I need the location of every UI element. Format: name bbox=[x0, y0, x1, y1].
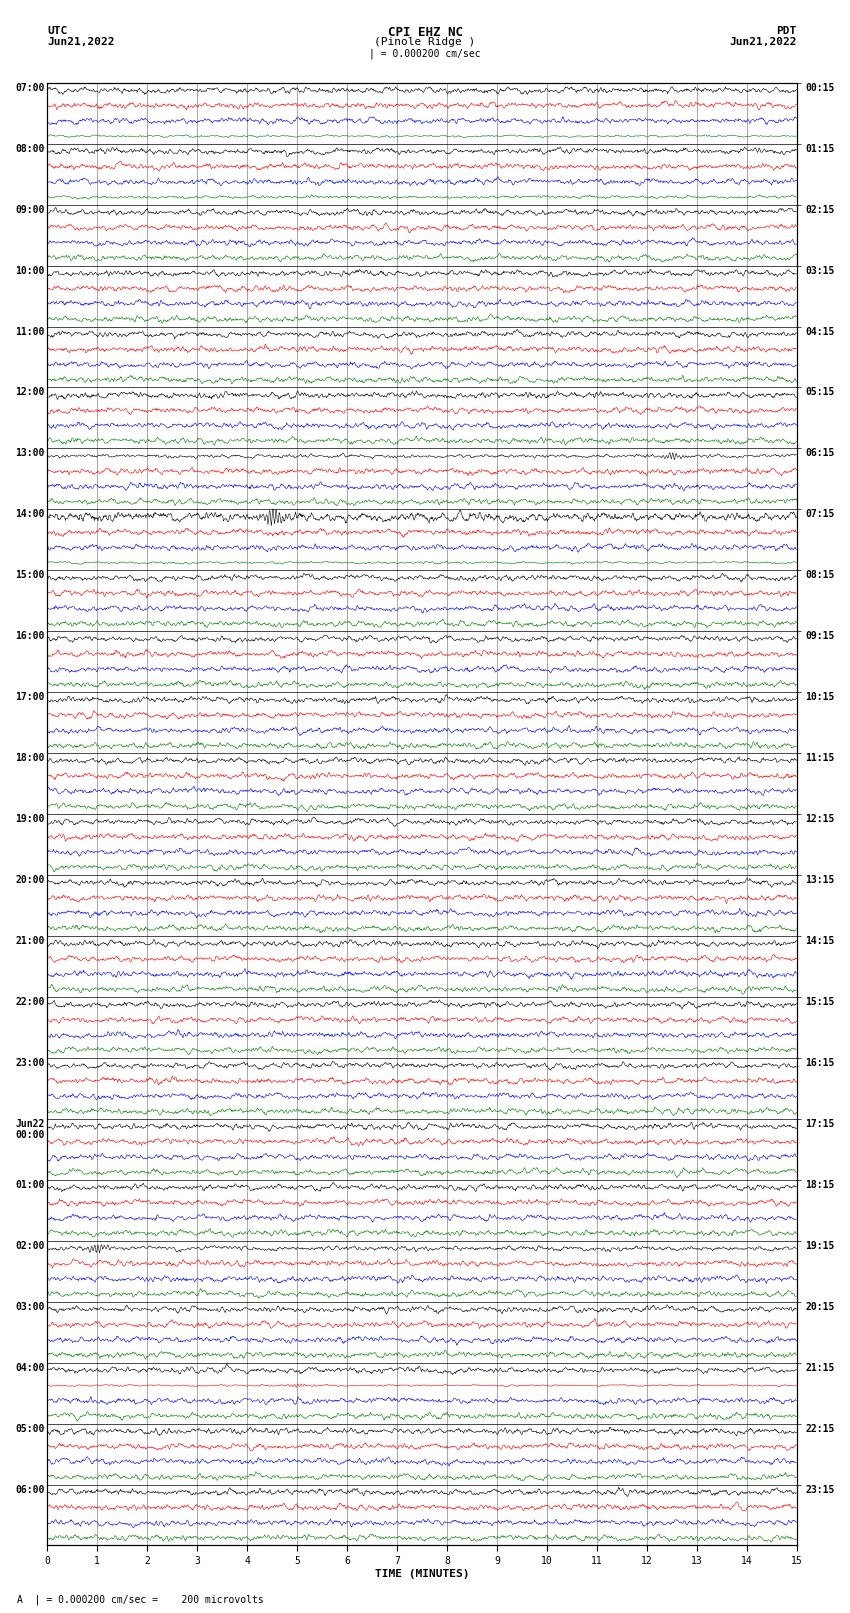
X-axis label: TIME (MINUTES): TIME (MINUTES) bbox=[375, 1569, 469, 1579]
Text: (Pinole Ridge ): (Pinole Ridge ) bbox=[374, 37, 476, 47]
Text: PDT: PDT bbox=[776, 26, 796, 35]
Text: CPI EHZ NC: CPI EHZ NC bbox=[388, 26, 462, 39]
Text: A  | = 0.000200 cm/sec =    200 microvolts: A | = 0.000200 cm/sec = 200 microvolts bbox=[17, 1594, 264, 1605]
Text: UTC: UTC bbox=[47, 26, 67, 35]
Text: | = 0.000200 cm/sec: | = 0.000200 cm/sec bbox=[369, 48, 481, 60]
Text: Jun21,2022: Jun21,2022 bbox=[729, 37, 796, 47]
Text: Jun21,2022: Jun21,2022 bbox=[47, 37, 115, 47]
